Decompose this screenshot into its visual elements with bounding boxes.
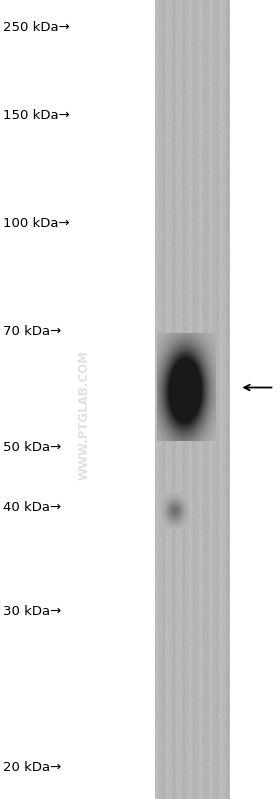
Text: 150 kDa→: 150 kDa→ [3,109,69,122]
Text: 250 kDa→: 250 kDa→ [3,22,69,34]
Text: 50 kDa→: 50 kDa→ [3,441,61,454]
Text: 40 kDa→: 40 kDa→ [3,501,61,514]
Text: 70 kDa→: 70 kDa→ [3,325,61,338]
Text: WWW.PTGLAB.COM: WWW.PTGLAB.COM [78,351,90,480]
Text: 20 kDa→: 20 kDa→ [3,761,61,773]
Text: 30 kDa→: 30 kDa→ [3,605,61,618]
Text: 100 kDa→: 100 kDa→ [3,217,69,230]
